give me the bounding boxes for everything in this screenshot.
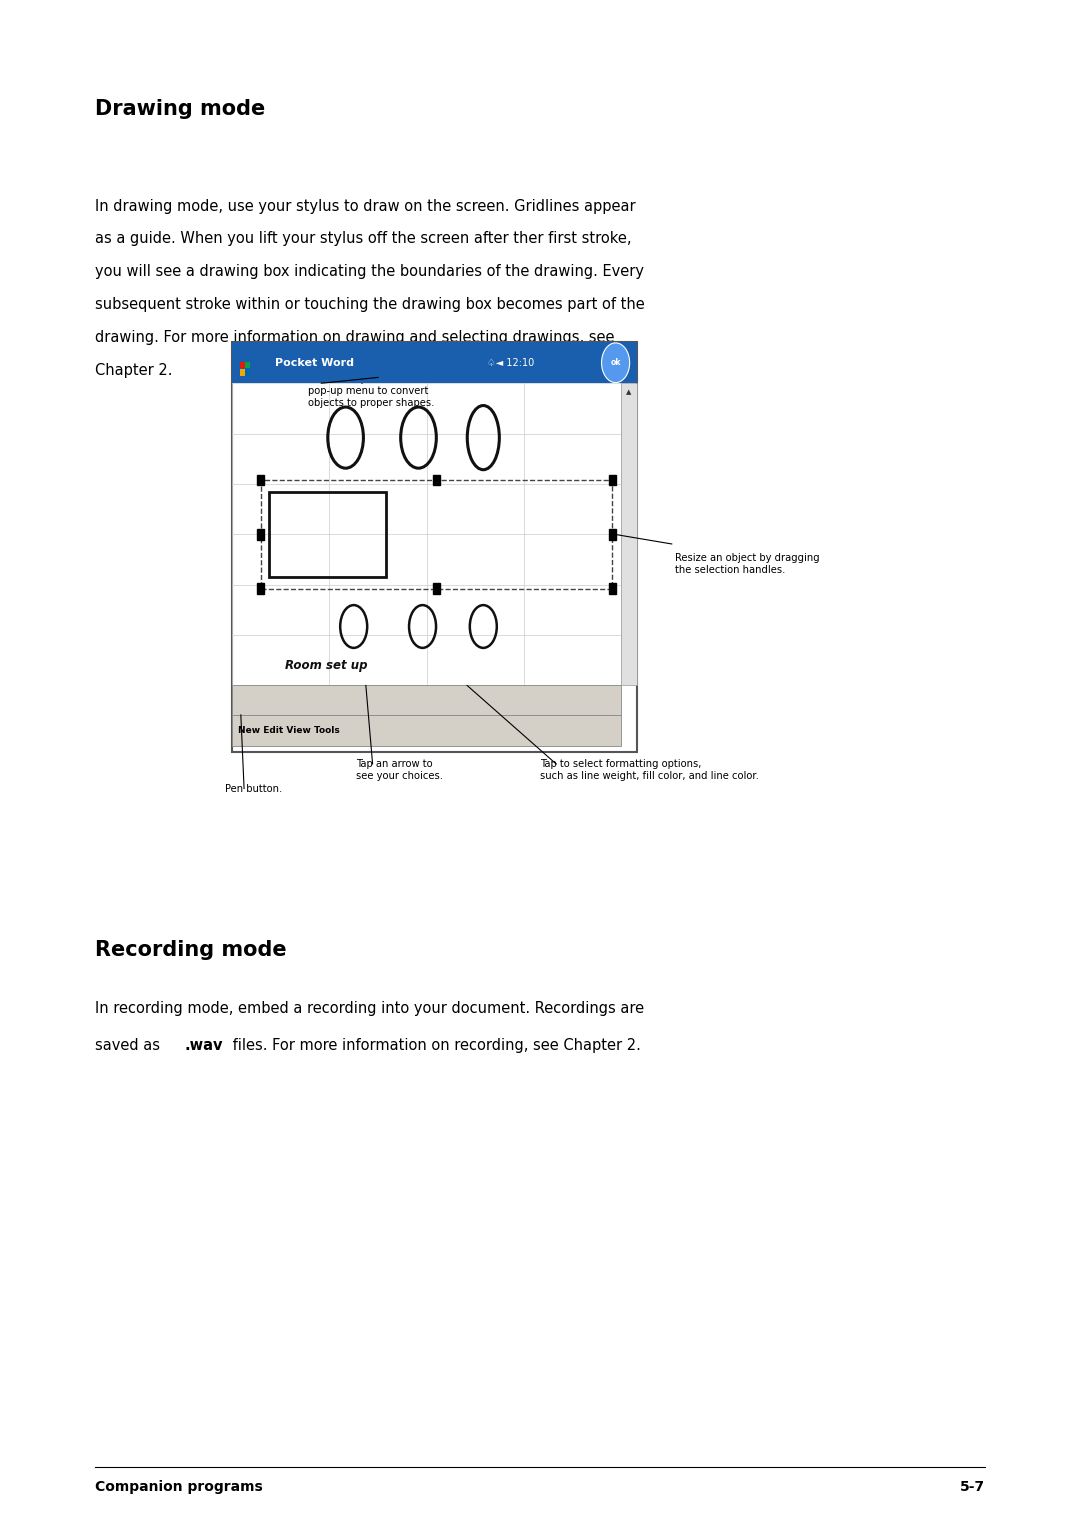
Bar: [433, 584, 441, 594]
Text: Tap an arrow to
see your choices.: Tap an arrow to see your choices.: [356, 759, 444, 781]
Text: Drawing mode: Drawing mode: [95, 99, 266, 119]
Text: ok: ok: [610, 358, 621, 367]
Text: New Edit View Tools: New Edit View Tools: [238, 726, 339, 735]
Bar: [232, 715, 621, 746]
Text: .wav: .wav: [185, 1038, 224, 1053]
Text: In recording mode, embed a recording into your document. Recordings are: In recording mode, embed a recording int…: [95, 1001, 644, 1016]
Text: Resize an object by dragging
the selection handles.: Resize an object by dragging the selecti…: [675, 553, 820, 575]
Text: drawing. For more information on drawing and selecting drawings, see: drawing. For more information on drawing…: [95, 330, 615, 345]
Text: files. For more information on recording, see Chapter 2.: files. For more information on recording…: [228, 1038, 640, 1053]
Text: Tap to select formatting options,
such as line weight, fill color, and line colo: Tap to select formatting options, such a…: [540, 759, 759, 781]
Bar: [609, 529, 617, 539]
Bar: [260, 480, 612, 588]
Text: subsequent stroke within or touching the drawing box becomes part of the: subsequent stroke within or touching the…: [95, 296, 645, 312]
Text: ▲: ▲: [626, 390, 632, 396]
Text: as a guide. When you lift your stylus off the screen after ther first stroke,: as a guide. When you lift your stylus of…: [95, 231, 632, 246]
Bar: [240, 368, 245, 376]
Bar: [232, 686, 621, 715]
Bar: [433, 475, 441, 486]
Bar: [232, 342, 637, 384]
Text: Companion programs: Companion programs: [95, 1481, 262, 1494]
Text: Room set up: Room set up: [285, 659, 367, 672]
Text: Select Shape on the
pop-up menu to convert
objects to proper shapes.: Select Shape on the pop-up menu to conve…: [308, 374, 434, 408]
Text: Chapter 2.: Chapter 2.: [95, 364, 173, 377]
Bar: [232, 342, 637, 752]
Bar: [257, 475, 265, 486]
Text: 5-7: 5-7: [960, 1481, 985, 1494]
Bar: [257, 584, 265, 594]
Bar: [609, 584, 617, 594]
Circle shape: [602, 342, 630, 382]
Bar: [245, 362, 249, 368]
Bar: [245, 368, 249, 376]
Bar: [621, 384, 637, 686]
Text: saved as: saved as: [95, 1038, 164, 1053]
Text: Recording mode: Recording mode: [95, 940, 286, 960]
Bar: [257, 529, 265, 539]
Text: In drawing mode, use your stylus to draw on the screen. Gridlines appear: In drawing mode, use your stylus to draw…: [95, 199, 636, 214]
Bar: [609, 475, 617, 486]
Text: Pen button.: Pen button.: [225, 784, 282, 795]
Text: Pocket Word: Pocket Word: [275, 358, 354, 368]
Bar: [240, 362, 245, 368]
Text: ♤◄ 12:10: ♤◄ 12:10: [487, 358, 535, 368]
Bar: [269, 492, 387, 576]
Text: you will see a drawing box indicating the boundaries of the drawing. Every: you will see a drawing box indicating th…: [95, 264, 644, 280]
